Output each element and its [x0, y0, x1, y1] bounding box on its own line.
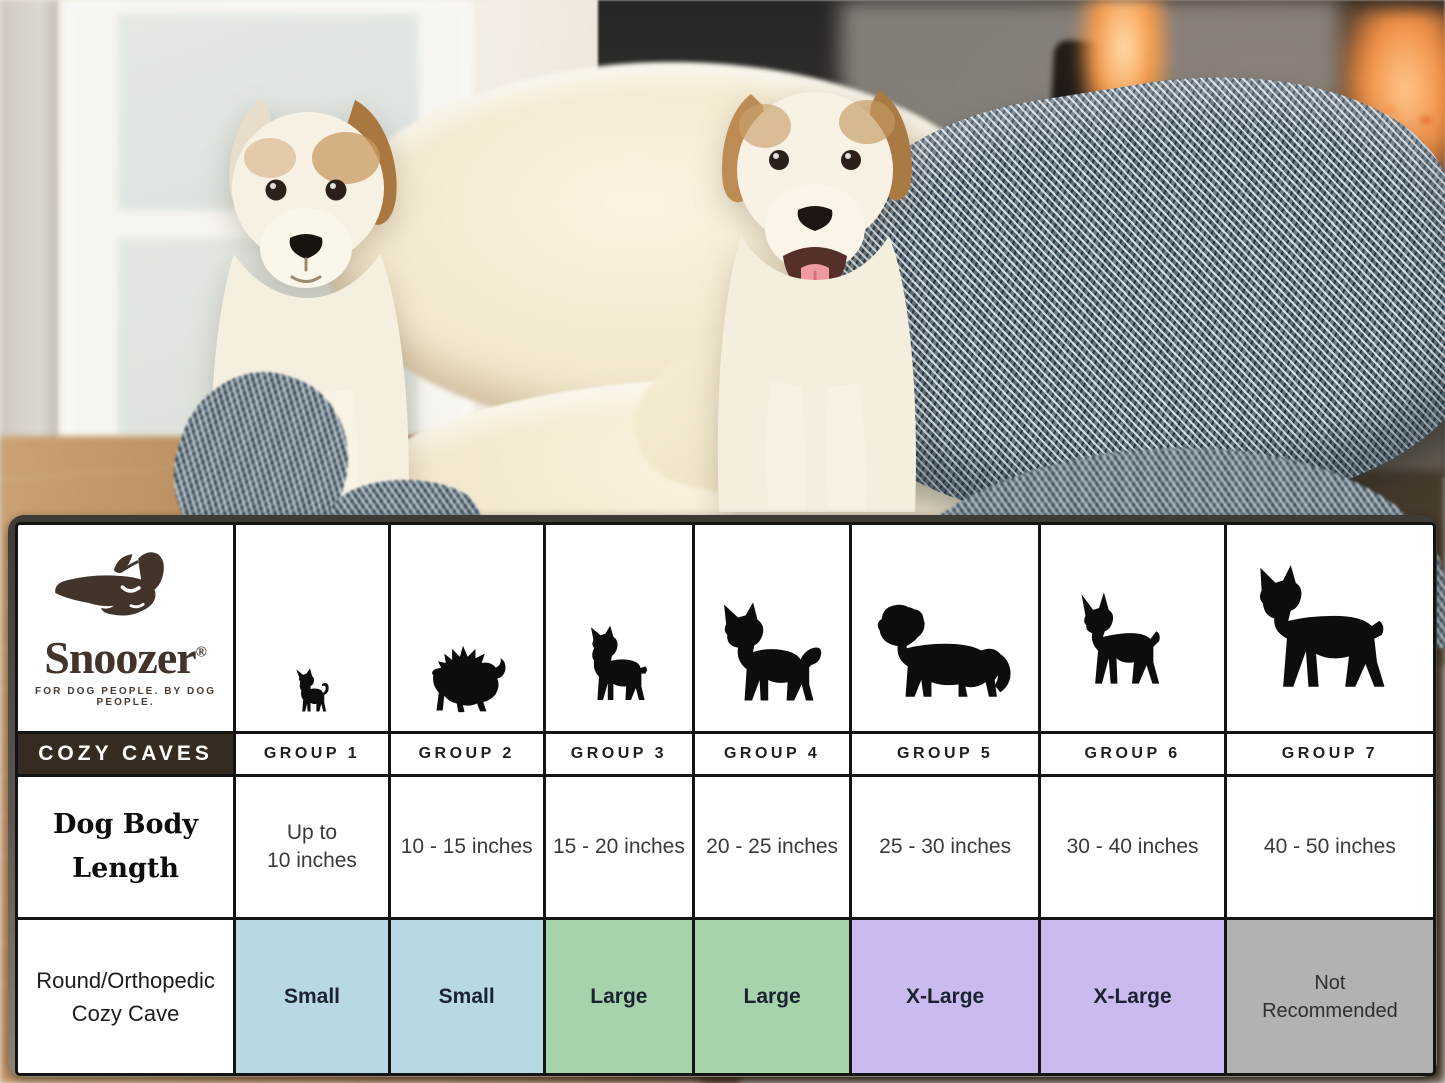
- group2-length: 10 - 15 inches: [390, 776, 543, 918]
- sizing-grid: Snoozer® FOR DOG PEOPLE. BY DOG PEOPLE.: [15, 522, 1436, 1076]
- eye-glint4: [845, 153, 851, 159]
- row-header-body-length: Dog Body Length: [18, 776, 234, 918]
- chihuahua-silhouette: [296, 668, 329, 712]
- group4-length: 20 - 25 inches: [695, 776, 849, 918]
- group3-size-cell: Large: [545, 920, 693, 1073]
- golden-retriever-silhouette: [877, 604, 1011, 697]
- group5-label: GROUP 5: [851, 733, 1039, 774]
- row-header-product: Round/Orthopedic Cozy Cave: [18, 920, 234, 1073]
- right-dog-front-leg: [766, 382, 806, 510]
- right-dog-tan-patch2: [839, 100, 895, 144]
- size-value: Not Recommended: [1262, 971, 1398, 1022]
- group1-label: GROUP 1: [236, 733, 388, 774]
- snoozer-dog-logo: [54, 552, 164, 616]
- category-band: COZY CAVES: [18, 733, 234, 774]
- brand-cell: Snoozer® FOR DOG PEOPLE. BY DOG PEOPLE.: [18, 525, 234, 731]
- sizing-chart-card: Snoozer® FOR DOG PEOPLE. BY DOG PEOPLE.: [8, 515, 1437, 1077]
- brand-tagline: FOR DOG PEOPLE. BY DOG PEOPLE.: [35, 686, 217, 709]
- group3-label: GROUP 3: [545, 733, 693, 774]
- size-value: Small: [438, 984, 495, 1008]
- right-dog-eye2: [841, 150, 861, 170]
- group7-dog-cell: [1226, 525, 1433, 731]
- group5-size-cell: X-Large: [851, 920, 1039, 1073]
- great-dane-silhouette: [1259, 564, 1385, 687]
- size-value: Small: [283, 984, 340, 1008]
- group6-label: GROUP 6: [1041, 733, 1224, 774]
- left-dog-nose: [289, 234, 323, 259]
- left-dog-eye2: [325, 179, 347, 201]
- group2-size-cell: Small: [390, 920, 543, 1073]
- group4-label: GROUP 4: [695, 733, 849, 774]
- eye-glint: [270, 183, 276, 189]
- group2-label: GROUP 2: [390, 733, 543, 774]
- group6-size-cell: X-Large: [1041, 920, 1224, 1073]
- left-dog-tan-patch: [312, 132, 380, 184]
- group6-dog-cell: [1041, 525, 1224, 731]
- left-dog-tan-patch2: [244, 138, 296, 178]
- group4-size-cell: Large: [695, 920, 849, 1073]
- registered-mark: ®: [195, 645, 207, 662]
- group2-dog-cell: [390, 525, 543, 731]
- left-dog-mouth: [290, 257, 322, 283]
- size-value: X-Large: [906, 984, 985, 1008]
- size-value: Large: [743, 984, 801, 1008]
- group3-dog-cell: [545, 525, 693, 731]
- left-dog-eye: [265, 179, 287, 201]
- right-dog-eye: [769, 150, 789, 170]
- group3-length: 15 - 20 inches: [545, 776, 693, 918]
- boston-terrier-silhouette: [590, 625, 647, 700]
- size-value: X-Large: [1093, 984, 1172, 1008]
- group7-size-cell: Not Recommended: [1226, 920, 1433, 1073]
- right-dog-nose: [797, 206, 833, 231]
- brand-wordmark: Snoozer®: [44, 632, 207, 684]
- group7-label: GROUP 7: [1226, 733, 1433, 774]
- right-dog-front-leg2: [826, 384, 866, 510]
- group4-dog-cell: [695, 525, 849, 731]
- group5-dog-cell: [851, 525, 1039, 731]
- group7-length: 40 - 50 inches: [1226, 776, 1433, 918]
- right-dog-tan-patch: [739, 104, 791, 148]
- doberman-silhouette: [1081, 592, 1160, 684]
- group1-dog-cell: [236, 525, 388, 731]
- pomeranian-silhouette: [432, 645, 506, 712]
- group5-length: 25 - 30 inches: [851, 776, 1039, 918]
- eye-glint2: [330, 183, 336, 189]
- group1-size-cell: Small: [236, 920, 388, 1073]
- group1-length: Up to 10 inches: [236, 776, 388, 918]
- shiba-inu-silhouette: [724, 602, 822, 701]
- right-dog: [717, 90, 916, 512]
- eye-glint3: [773, 153, 779, 159]
- group6-length: 30 - 40 inches: [1041, 776, 1224, 918]
- size-value: Large: [590, 984, 648, 1008]
